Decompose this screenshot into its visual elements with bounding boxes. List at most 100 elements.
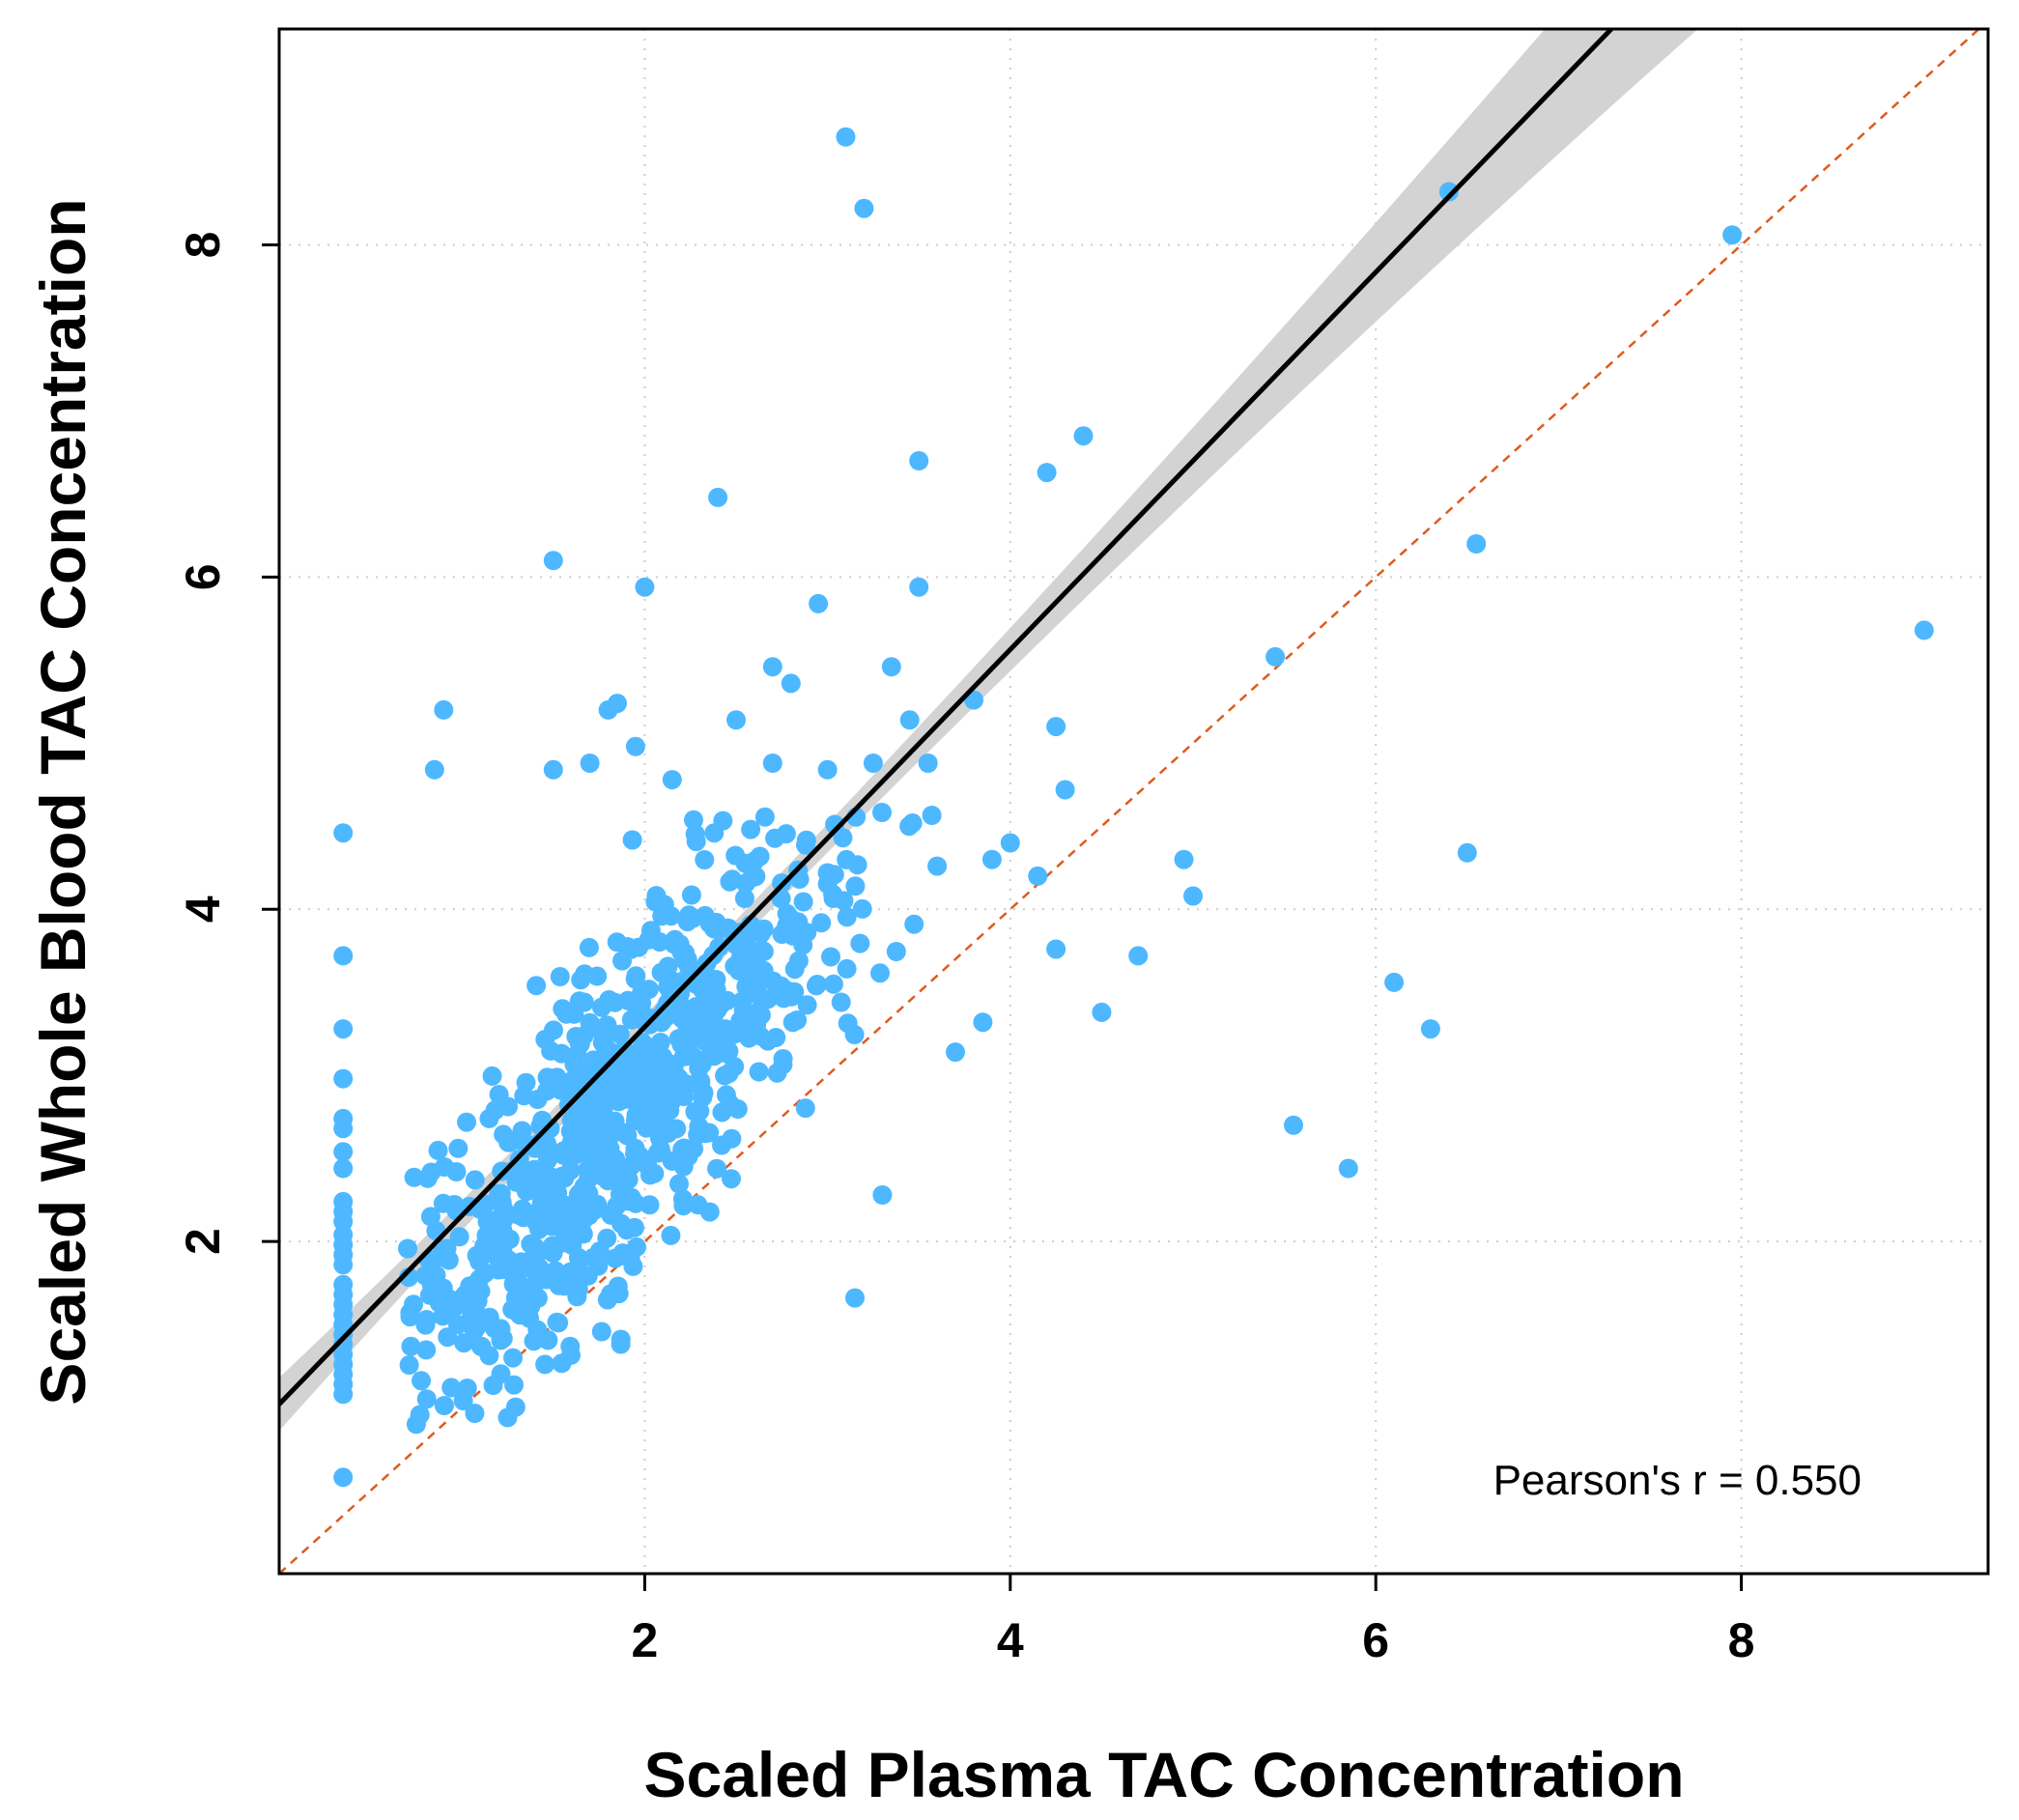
data-point-cluster-628: [704, 823, 725, 843]
data-point-outlier-54: [333, 1467, 354, 1488]
data-point-cluster-757: [527, 1271, 548, 1292]
data-point-cluster-411: [773, 1055, 793, 1075]
data-point-cluster-665: [520, 1166, 540, 1186]
data-point-outlier-5: [1037, 463, 1057, 483]
data-point-cluster-583: [547, 1143, 567, 1163]
data-point-cluster-641: [694, 1083, 714, 1103]
data-point-cluster-608: [616, 1167, 637, 1187]
data-point-cluster-675: [618, 1076, 639, 1096]
data-point-cluster-723: [594, 1159, 613, 1180]
data-point-cluster-684: [747, 974, 767, 994]
data-point-cluster-492: [845, 876, 866, 896]
data-point-cluster-655: [730, 950, 750, 970]
data-point-cluster-692: [717, 990, 737, 1010]
data-point-outlier-10: [635, 577, 655, 597]
data-point-cluster-426: [421, 1162, 441, 1182]
data-point-cluster-750: [632, 1109, 652, 1128]
data-point-cluster-500: [686, 832, 706, 852]
data-point-cluster-755: [592, 1033, 612, 1053]
data-point-cluster-664: [782, 1012, 803, 1033]
data-point-column-25: [333, 1384, 354, 1405]
data-point-column-0: [333, 946, 354, 966]
data-point-cluster-294: [669, 1174, 689, 1194]
data-point-cluster-535: [710, 919, 730, 939]
data-point-outlier-31: [863, 754, 883, 773]
data-point-outlier-26: [424, 759, 444, 780]
regression-line-group: [279, 29, 1615, 1407]
data-point-outlier-3: [1722, 225, 1743, 245]
data-point-cluster-737: [583, 1247, 603, 1267]
data-point-cluster-728: [630, 1146, 650, 1166]
data-point-cluster-603: [542, 1236, 562, 1256]
data-point-outlier-30: [817, 759, 838, 780]
data-point-cluster-548: [611, 1245, 632, 1265]
data-point-cluster-647: [552, 1166, 572, 1186]
data-point-outlier-25: [625, 736, 645, 756]
x-tick-label-8: 8: [1728, 1613, 1755, 1667]
data-point-cluster-527: [399, 1355, 419, 1375]
data-point-outlier-16: [881, 657, 901, 677]
data-point-outlier-49: [946, 1042, 965, 1063]
y-tick-label-2: 2: [176, 1228, 230, 1255]
data-point-outlier-55: [498, 1408, 518, 1428]
data-point-outlier-47: [1092, 1002, 1112, 1022]
data-point-cluster-410: [453, 1391, 473, 1410]
data-point-cluster-590: [736, 935, 756, 955]
data-point-cluster-552: [544, 1020, 563, 1040]
data-point-cluster-749: [602, 1071, 622, 1092]
data-point-cluster-291: [398, 1238, 417, 1259]
data-point-cluster-660: [568, 1247, 588, 1267]
data-point-cluster-746: [439, 1250, 459, 1270]
data-point-cluster-184: [725, 845, 746, 866]
data-point-cluster-89: [441, 1378, 462, 1398]
data-point-cluster-246: [524, 1331, 544, 1351]
data-point-cluster-668: [547, 1067, 567, 1088]
data-point-cluster-596: [612, 951, 632, 971]
data-points: [333, 127, 1934, 1488]
data-point-column-6: [333, 1158, 354, 1179]
data-point-cluster-734: [498, 1250, 519, 1270]
data-point-cluster-721: [766, 1028, 786, 1047]
data-point-cluster-511: [844, 1025, 865, 1044]
data-point-cluster-296: [886, 942, 906, 961]
data-point-outlier-27: [543, 759, 563, 780]
data-point-cluster-330: [667, 1119, 687, 1139]
data-point-cluster-322: [681, 885, 701, 905]
data-point-cluster-576: [922, 806, 942, 825]
data-point-cluster-560: [716, 1085, 736, 1105]
y-tick-label-4: 4: [176, 896, 230, 923]
data-point-cluster-211: [904, 914, 924, 934]
data-point-outlier-4: [1073, 426, 1094, 446]
data-point-cluster-599: [671, 943, 692, 963]
data-point-cluster-677: [625, 969, 645, 989]
data-point-column-13: [333, 1255, 354, 1275]
data-point-outlier-33: [662, 770, 682, 790]
data-point-cluster-731: [823, 889, 843, 908]
data-point-cluster-586: [646, 886, 667, 906]
data-point-outlier-43: [1046, 939, 1066, 959]
data-point-cluster-456: [645, 1109, 666, 1129]
y-axis-title: Scaled Whole Blood TAC Concentration: [27, 198, 99, 1405]
data-point-cluster-662: [469, 1269, 490, 1290]
data-point-cluster-549: [541, 1040, 561, 1061]
data-point-cluster-579: [899, 816, 920, 837]
data-point-cluster-610: [512, 1121, 532, 1141]
data-point-cluster-398: [674, 970, 695, 990]
data-point-outlier-45: [1384, 972, 1405, 992]
data-point-cluster-11: [797, 995, 817, 1015]
data-point-outlier-52: [872, 1185, 893, 1205]
data-point-cluster-532: [707, 1158, 726, 1179]
data-point-cluster-220: [796, 835, 815, 855]
data-point-cluster-100: [741, 819, 761, 839]
data-point-outlier-29: [762, 754, 782, 773]
data-point-cluster-515: [574, 1177, 594, 1197]
data-point-outlier-18: [434, 699, 454, 720]
data-point-cluster-693: [651, 1143, 671, 1163]
data-point-cluster-263: [750, 846, 770, 867]
data-point-cluster-694: [616, 1051, 636, 1071]
data-point-cluster-575: [738, 1014, 758, 1035]
data-point-cluster-621: [448, 1138, 469, 1158]
data-point-cluster-688: [617, 1125, 638, 1146]
y-tick-label-8: 8: [176, 232, 230, 259]
data-point-cluster-697: [415, 1265, 436, 1286]
